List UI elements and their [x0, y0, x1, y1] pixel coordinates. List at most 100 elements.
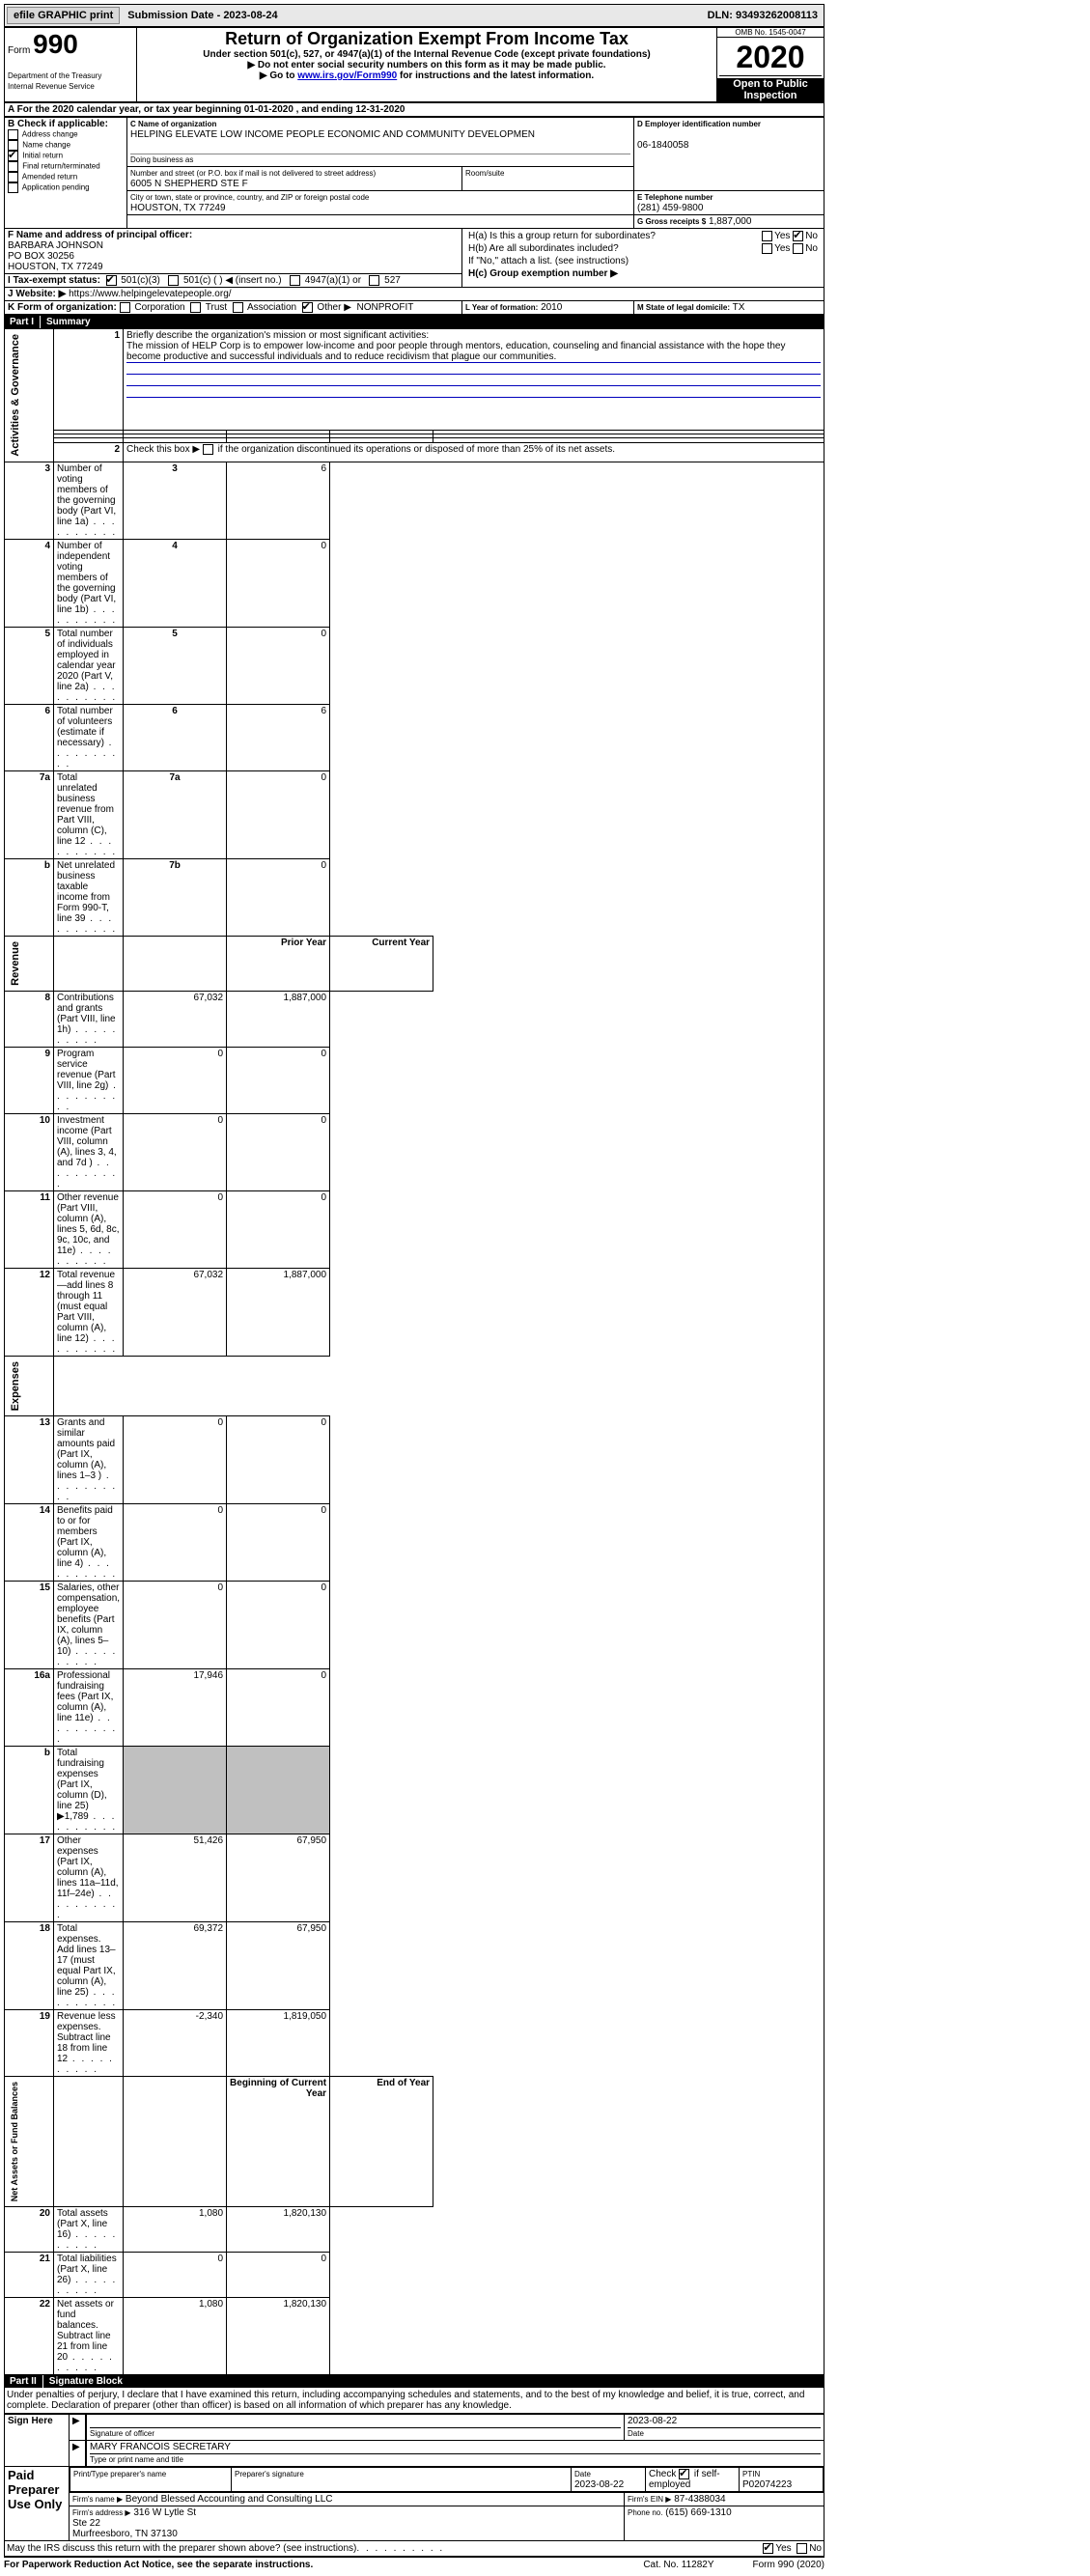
prior-value: 0 — [124, 1047, 227, 1113]
summary-line: Grants and similar amounts paid (Part IX… — [54, 1416, 124, 1504]
box-b: B Check if applicable: Address change Na… — [5, 118, 127, 229]
summary-line: Program service revenue (Part VIII, line… — [54, 1047, 124, 1113]
officer-line-1: PO BOX 30256 — [8, 251, 74, 262]
prior-value: -2,340 — [124, 2010, 227, 2077]
boxk-check-3[interactable] — [302, 302, 313, 313]
prior-value: 0 — [124, 1582, 227, 1669]
boxi-check-2[interactable] — [290, 275, 300, 286]
line1-label: Briefly describe the organization's miss… — [126, 330, 429, 341]
prior-value: 0 — [124, 1190, 227, 1268]
summary-value: 0 — [227, 539, 330, 627]
current-value: 0 — [227, 2253, 330, 2298]
officer-line-0: BARBARA JOHNSON — [8, 240, 103, 251]
form-title: Return of Organization Exempt From Incom… — [140, 29, 713, 49]
prior-value: 17,946 — [124, 1669, 227, 1747]
boxb-item: Amended return — [8, 172, 124, 182]
date-label: Date — [628, 2429, 644, 2438]
summary-line: Total fundraising expenses (Part IX, col… — [54, 1747, 124, 1834]
box-l-label: L Year of formation: — [465, 303, 538, 312]
boxb-item: Final return/terminated — [8, 161, 124, 172]
prior-value: 69,372 — [124, 1922, 227, 2010]
boxb-check-0[interactable] — [8, 129, 18, 140]
firm-phone: (615) 669-1310 — [665, 2507, 731, 2518]
officer-line-2: HOUSTON, TX 77249 — [8, 262, 103, 272]
org-name: HELPING ELEVATE LOW INCOME PEOPLE ECONOM… — [130, 129, 535, 140]
summary-line: Benefits paid to or for members (Part IX… — [54, 1504, 124, 1582]
tax-year: 2020 — [736, 40, 804, 74]
line2-checkbox[interactable] — [203, 444, 213, 455]
boxb-check-4[interactable] — [8, 172, 18, 182]
current-value — [227, 1747, 330, 1834]
current-value: 0 — [227, 1190, 330, 1268]
line-a: A For the 2020 calendar year, or tax yea… — [4, 103, 824, 117]
hb-yes[interactable] — [762, 243, 772, 254]
boxk-check-0[interactable] — [120, 302, 130, 313]
discuss-no[interactable] — [797, 2543, 807, 2554]
firm-name: Beyond Blessed Accounting and Consulting… — [126, 2494, 333, 2505]
prior-value: 0 — [124, 2253, 227, 2298]
summary-value: 6 — [227, 462, 330, 539]
boxb-check-3[interactable] — [8, 161, 18, 172]
boxk-check-2[interactable] — [233, 302, 243, 313]
boxk-check-1[interactable] — [190, 302, 201, 313]
paid-label: Paid Preparer Use Only — [5, 2467, 70, 2541]
hb-label: H(b) Are all subordinates included? — [465, 242, 728, 255]
current-value: 0 — [227, 1582, 330, 1669]
summary-line: Contributions and grants (Part VIII, lin… — [54, 991, 124, 1047]
city: HOUSTON, TX 77249 — [130, 203, 226, 213]
box-m-label: M State of legal domicile: — [637, 303, 730, 312]
box-g-label: G Gross receipts $ — [637, 217, 706, 226]
prior-value — [124, 1747, 227, 1834]
prior-value: 67,032 — [124, 1268, 227, 1356]
street: 6005 N SHEPHERD STE F — [130, 179, 248, 189]
boxi-check-0[interactable] — [106, 275, 117, 286]
sign-here-label: Sign Here — [5, 2415, 70, 2467]
open-inspection: Open to Public Inspection — [717, 78, 824, 101]
line2-text: Check this box ▶ Check this box ▶ if the… — [124, 442, 824, 462]
mission-text: The mission of HELP Corp is to empower l… — [126, 341, 821, 363]
prior-value: 1,080 — [124, 2298, 227, 2375]
summary-line: Revenue less expenses. Subtract line 18 … — [54, 2010, 124, 2077]
summary-line: Total expenses. Add lines 13–17 (must eq… — [54, 1922, 124, 2010]
part1-header: Part I Summary — [4, 316, 824, 328]
boxb-check-2[interactable] — [8, 151, 18, 161]
hc-label: H(c) Group exemption number ▶ — [465, 267, 821, 280]
self-employed-check[interactable] — [679, 2469, 689, 2479]
k-other-value: NONPROFIT — [356, 302, 413, 313]
ha-no[interactable] — [793, 231, 803, 241]
prior-value: 0 — [124, 1113, 227, 1190]
current-value: 1,887,000 — [227, 1268, 330, 1356]
current-value: 67,950 — [227, 1834, 330, 1922]
signature-block: Sign Here ▶ Signature of officer 2023-08… — [4, 2414, 824, 2541]
ha-yes[interactable] — [762, 231, 772, 241]
current-value: 1,820,130 — [227, 2298, 330, 2375]
efile-topbar: efile GRAPHIC print Submission Date - 20… — [4, 4, 824, 27]
discuss-yes[interactable] — [763, 2543, 773, 2554]
footer: For Paperwork Reduction Act Notice, see … — [4, 2558, 824, 2572]
prior-value: 0 — [124, 1416, 227, 1504]
prior-value: 51,426 — [124, 1834, 227, 1922]
prior-value: 1,080 — [124, 2207, 227, 2253]
form-number: 990 — [33, 29, 78, 59]
note-ssn: ▶ Do not enter social security numbers o… — [140, 60, 713, 70]
boxi-check-3[interactable] — [369, 275, 379, 286]
hb-no[interactable] — [793, 243, 803, 254]
note-link: ▶ Go to www.irs.gov/Form990 for instruct… — [140, 70, 713, 81]
boxb-check-5[interactable] — [8, 182, 18, 193]
current-value: 0 — [227, 1113, 330, 1190]
box-d-label: D Employer identification number — [637, 120, 761, 128]
summary-value: 6 — [227, 704, 330, 770]
boxb-item: Name change — [8, 140, 124, 151]
boxi-check-1[interactable] — [168, 275, 179, 286]
summary-value: 0 — [227, 858, 330, 936]
current-value: 1,819,050 — [227, 2010, 330, 2077]
prior-value: 0 — [124, 1504, 227, 1582]
begin-header: Beginning of Current Year — [227, 2077, 330, 2207]
summary-line: Total revenue—add lines 8 through 11 (mu… — [54, 1268, 124, 1356]
irs-link[interactable]: www.irs.gov/Form990 — [297, 70, 397, 81]
summary-line: Other expenses (Part IX, column (A), lin… — [54, 1834, 124, 1922]
identity-block: B Check if applicable: Address change Na… — [4, 117, 824, 316]
summary-value: 0 — [227, 770, 330, 858]
efile-print-button[interactable]: efile GRAPHIC print — [7, 7, 120, 24]
ein: 06-1840058 — [637, 140, 688, 151]
